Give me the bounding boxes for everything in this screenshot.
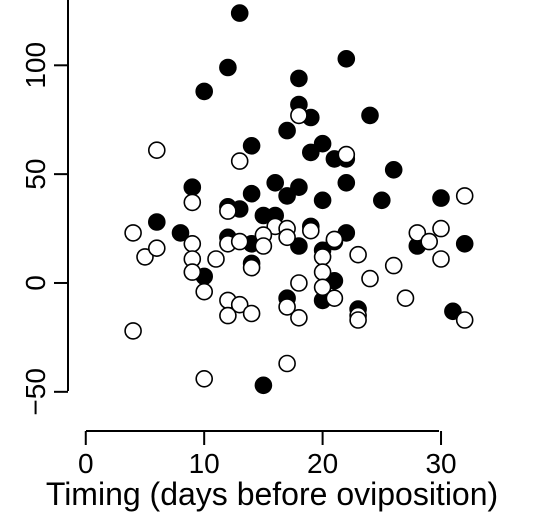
filled-point-10 (313, 134, 332, 153)
filled-point-16 (337, 174, 356, 192)
open-point-20 (420, 232, 439, 251)
open-point-1 (290, 106, 308, 125)
filled-point-6 (361, 106, 379, 125)
open-point-29 (384, 256, 403, 275)
open-point-16 (183, 235, 202, 253)
filled-point-17 (183, 178, 202, 196)
filled-point-3 (290, 69, 308, 88)
open-point-33 (290, 274, 308, 292)
open-point-46 (124, 322, 142, 340)
filled-point-0 (230, 4, 249, 22)
filled-point-4 (195, 82, 213, 101)
open-point-35 (313, 278, 332, 297)
open-point-18 (230, 232, 249, 251)
open-point-30 (183, 263, 202, 281)
open-point-37 (278, 298, 296, 316)
open-point-21 (136, 248, 154, 266)
y-axis-ticks: −50 0 50 100 (20, 42, 68, 416)
y-tick-label-100: 100 (20, 42, 51, 89)
open-point-13 (325, 230, 344, 249)
y-tick-label--50: −50 (20, 368, 51, 416)
open-point-0 (148, 141, 166, 159)
open-point-25 (349, 245, 367, 264)
open-point-41 (242, 304, 261, 323)
open-point-28 (242, 258, 261, 277)
filled-point-15 (266, 174, 285, 192)
filled-point-11 (301, 143, 320, 162)
open-point-47 (278, 354, 296, 373)
open-point-45 (455, 311, 474, 329)
filled-point-1 (337, 49, 356, 68)
open-point-40 (396, 289, 415, 308)
y-tick-label-50: 50 (20, 159, 51, 190)
open-point-24 (207, 250, 225, 268)
filled-point-20 (242, 184, 261, 203)
open-point-6 (455, 187, 474, 205)
x-tick-label-0: 0 (78, 448, 94, 479)
filled-point-2 (219, 58, 237, 77)
x-axis-title: Timing (days before oviposition) (46, 476, 498, 512)
open-point-31 (313, 263, 332, 281)
open-point-19 (254, 237, 273, 255)
open-point-34 (361, 269, 379, 288)
filled-point-22 (372, 191, 391, 210)
y-tick-label-0: 0 (20, 275, 51, 291)
filled-point-18 (290, 178, 308, 196)
filled-point-21 (313, 191, 332, 210)
open-point-5 (219, 202, 237, 220)
x-axis-ticks: 0 10 20 30 (78, 431, 457, 479)
open-point-15 (432, 219, 450, 238)
x-tick-label-30: 30 (425, 448, 456, 479)
filled-point-30 (171, 224, 190, 242)
open-point-10 (124, 224, 142, 242)
filled-point-34 (290, 237, 308, 255)
filled-point-9 (242, 137, 261, 155)
filled-point-36 (455, 235, 474, 253)
open-point-2 (230, 152, 249, 170)
filled-point-23 (432, 189, 450, 207)
plot-points (124, 4, 474, 395)
filled-point-14 (384, 161, 403, 179)
open-point-32 (195, 282, 213, 301)
open-point-4 (183, 193, 202, 212)
open-point-11 (278, 228, 296, 247)
open-point-3 (337, 145, 356, 164)
open-point-48 (195, 369, 213, 388)
filled-point-44 (444, 302, 462, 321)
filled-point-28 (148, 213, 166, 231)
open-point-22 (148, 239, 166, 257)
open-point-27 (432, 250, 450, 268)
open-point-42 (219, 306, 237, 325)
open-point-9 (301, 221, 320, 240)
open-point-36 (325, 289, 344, 308)
open-point-39 (230, 295, 249, 314)
x-tick-label-20: 20 (307, 448, 338, 479)
filled-point-8 (278, 121, 296, 140)
open-point-14 (408, 224, 427, 242)
open-point-26 (313, 248, 332, 266)
open-point-49 (349, 311, 367, 329)
filled-point-19 (278, 187, 296, 205)
filled-point-45 (254, 376, 273, 395)
open-point-43 (290, 308, 308, 327)
x-tick-label-10: 10 (189, 448, 220, 479)
